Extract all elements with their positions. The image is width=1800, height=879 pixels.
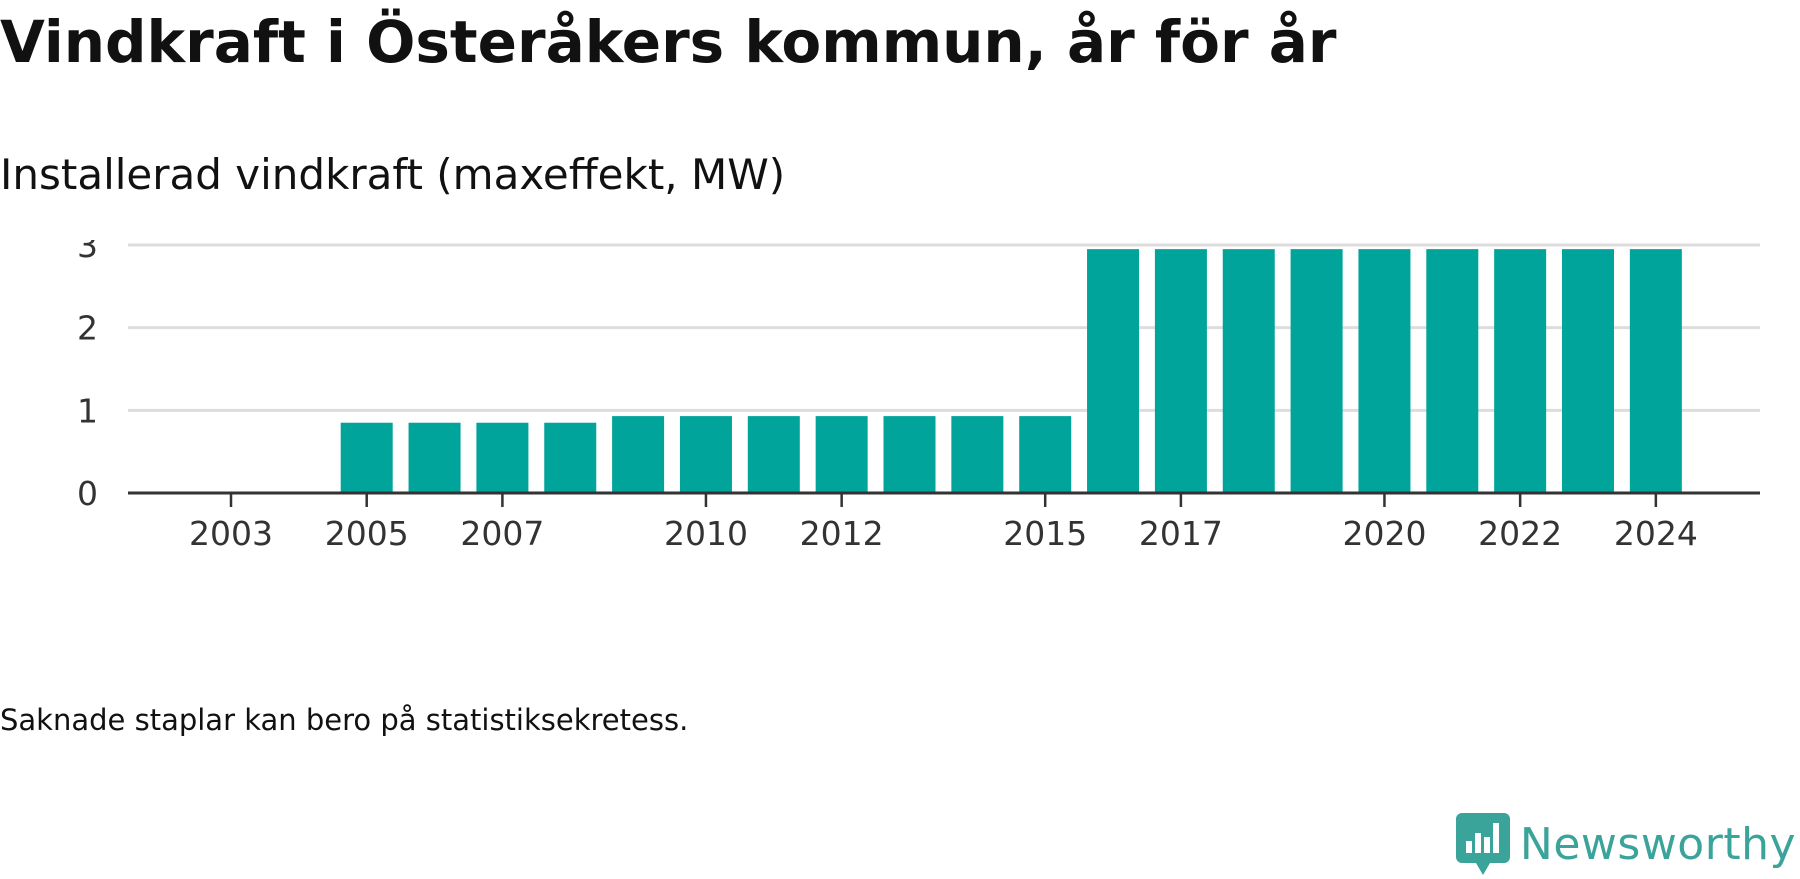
x-tick-label: 2005 [325,514,409,553]
newsworthy-logo-icon [1455,813,1510,875]
bar-2009 [612,416,665,493]
bar-2022 [1494,249,1547,493]
bar-2013 [883,416,936,493]
bars [340,249,1682,493]
bar-2020 [1358,249,1411,493]
brand: Newsworthy [1455,809,1796,879]
x-tick-label: 2007 [460,514,544,553]
x-tick-labels: 2003 2005 2007 2010 2012 2015 2017 2020 2022 2024 [189,514,1698,553]
x-tick-label: 2015 [1003,514,1087,553]
bar-2010 [679,416,732,493]
chart-subtitle: Installerad vindkraft (maxeffekt, MW) [0,150,786,199]
bar-2016 [1087,249,1140,493]
x-tick-label: 2024 [1614,514,1698,553]
grid-lines [128,243,1760,412]
brand-name: Newsworthy [1519,818,1796,870]
y-tick-label: 3 [77,240,98,265]
y-tick-label: 1 [77,391,98,430]
y-tick-label: 2 [77,309,98,348]
bar-2005 [340,422,393,493]
bar-2021 [1426,249,1479,493]
chart-title: Vindkraft i Österåkers kommun, år för år [0,8,1337,76]
x-tick-label: 2010 [664,514,748,553]
bar-2024 [1629,249,1682,493]
bar-2018 [1222,249,1275,493]
x-tick-label: 2020 [1342,514,1426,553]
bar-2019 [1290,249,1343,493]
bar-2012 [815,416,868,493]
bar-2011 [747,416,800,493]
bar-2006 [408,422,461,493]
bar-2015 [1019,416,1072,493]
y-tick-labels: 0 1 2 3 [77,240,98,513]
x-tick-label: 2022 [1478,514,1562,553]
bar-2014 [951,416,1004,493]
bar-chart: 0 1 2 3 2003 2005 2007 2010 2012 2015 2017 2020 202… [77,240,1760,553]
y-tick-label: 0 [77,474,98,513]
bar-2008 [544,422,597,493]
footnote: Saknade staplar kan bero på statistiksek… [0,703,689,737]
bar-2023 [1562,249,1614,493]
bar-2017 [1154,249,1207,493]
x-tick-label: 2017 [1139,514,1223,553]
x-axis [128,491,1760,507]
x-tick-label: 2012 [800,514,884,553]
x-tick-label: 2003 [189,514,273,553]
bar-2007 [476,422,529,493]
